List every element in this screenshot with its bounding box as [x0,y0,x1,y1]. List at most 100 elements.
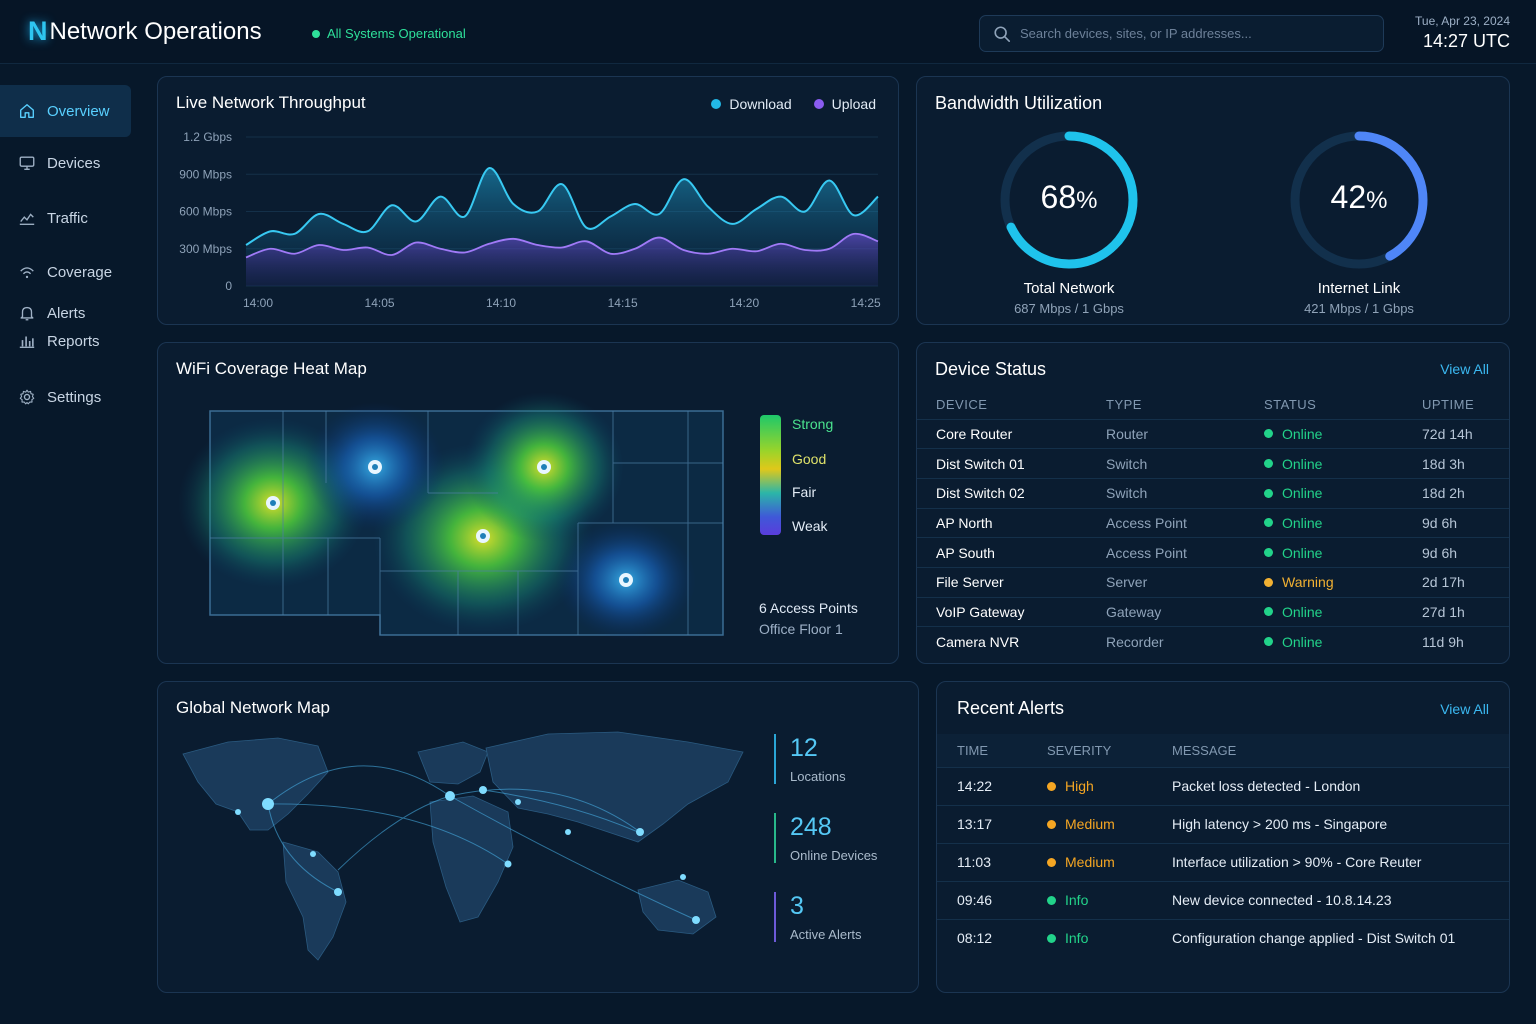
column-header-time[interactable]: TIME [937,734,1047,767]
sidebar-item-coverage[interactable]: Coverage [0,263,131,281]
alert-severity: High [1047,766,1172,805]
brand[interactable]: N Network Operations [28,16,262,47]
datetime: Tue, Apr 23, 2024 14:27 UTC [1415,14,1510,52]
access-point-icon[interactable] [266,496,280,510]
location-marker-icon[interactable] [262,798,274,810]
location-marker-icon[interactable] [445,791,455,801]
alert-time: 13:17 [937,804,1047,843]
access-point-icon[interactable] [476,529,490,543]
severity-dot-icon [1047,781,1056,791]
location-marker-icon[interactable] [479,786,487,794]
gauge-value-total: 68% [1040,179,1098,215]
search-input[interactable] [1020,16,1375,51]
location-marker-icon[interactable] [310,851,316,857]
severity-dot-icon [1047,895,1056,905]
sidebar-item-label: Traffic [47,209,88,227]
table-row[interactable]: Core Router Router Online 72d 14h [917,418,1509,449]
system-status: All Systems Operational [312,26,466,41]
device-type: Server [1106,566,1264,598]
sidebar-item-devices[interactable]: Devices [0,154,131,172]
location-marker-icon[interactable] [515,799,521,805]
location-marker-icon[interactable] [334,888,342,896]
location-marker-icon[interactable] [636,828,644,836]
upload-series-line [245,232,879,259]
column-header-uptime[interactable]: UPTIME [1422,397,1475,413]
severity-dot-icon [1047,857,1056,867]
search-box[interactable] [979,15,1384,52]
gauge-fill-total-network [1000,131,1138,269]
legend-label: Upload [831,96,876,112]
device-uptime: 27d 1h [1422,596,1509,627]
device-uptime: 9d 6h [1422,507,1509,538]
status-dot-icon [312,29,320,38]
access-point-icon[interactable] [619,573,633,587]
alert-message: Packet loss detected - London [1172,766,1509,805]
legend-strong: Strong [792,416,834,432]
column-header-message[interactable]: MESSAGE [1172,734,1509,767]
home-icon [20,104,34,118]
column-header-status[interactable]: STATUS [1264,397,1317,413]
sidebar-item-overview[interactable]: Overview [0,85,131,137]
status-text: Warning [1282,574,1334,591]
alert-time: 11:03 [937,842,1047,881]
top-bar: N Network Operations All Systems Operati… [0,0,1536,64]
device-name: Dist Switch 01 [917,448,1106,479]
table-row[interactable]: Dist Switch 02 Switch Online 18d 2h [917,477,1509,509]
legend-item-download[interactable]: Download [711,96,792,112]
status-text: Online [1282,485,1323,502]
column-header-severity[interactable]: SEVERITY [1047,734,1172,767]
alert-message: High latency > 200 ms - Singapore [1172,804,1509,843]
sidebar-item-reports[interactable]: Reports [0,332,131,350]
bandwidth-title: Bandwidth Utilization [935,93,1103,113]
status-dot-icon [1264,548,1273,558]
sidebar-item-settings[interactable]: Settings [0,388,131,406]
location-marker-icon[interactable] [235,809,241,815]
devices-view-all-link[interactable]: View All [1440,361,1489,377]
location-markers [235,786,700,924]
sidebar-item-traffic[interactable]: Traffic [0,209,131,227]
throughput-chart: 0 300 Mbps 600 Mbps 900 Mbps 1.2 Gbps 14:00 1… [179,130,881,310]
device-status: Online [1264,507,1422,538]
chart-line-icon [19,213,35,225]
status-dot-icon [1264,488,1273,498]
access-point-icon[interactable] [368,460,382,474]
location-marker-icon[interactable] [680,874,686,880]
alert-severity: Medium [1047,804,1172,843]
table-row[interactable]: File Server Server Warning 2d 17h [917,566,1509,598]
table-row[interactable]: AP South Access Point Online 9d 6h [917,537,1509,568]
location-marker-icon[interactable] [565,829,571,835]
location-marker-icon[interactable] [692,916,700,924]
table-row[interactable]: VoIP Gateway Gateway Online 27d 1h [917,596,1509,627]
column-header-device[interactable]: DEVICE [936,397,988,413]
table-row[interactable]: 11:03 Medium Interface utilization > 90% -… [937,842,1509,881]
device-status-card: Device Status View All DEVICE TYPE STATU… [916,342,1510,664]
alert-severity: Info [1047,918,1172,957]
brand-logo: N [28,16,48,46]
current-time: 14:27 UTC [1422,31,1510,51]
table-row[interactable]: 09:46 Info New device connected - 10.8.14.… [937,880,1509,919]
legend-fair: Fair [792,484,817,500]
device-uptime: 18d 3h [1422,448,1509,479]
device-status: Warning [1264,566,1422,598]
table-row[interactable]: 14:22 High Packet loss detected - London [937,766,1509,805]
location-marker-icon[interactable] [504,860,512,868]
table-row[interactable]: 13:17 Medium High latency > 200 ms - Singa… [937,804,1509,843]
table-row[interactable]: 08:12 Info Configuration change applied - … [937,918,1509,957]
gauge-sub-internet: 421 Mbps / 1 Gbps [1304,301,1414,316]
access-point-icon[interactable] [537,460,551,474]
column-header-type[interactable]: TYPE [1106,397,1142,413]
table-row[interactable]: Camera NVR Recorder Online 11d 9h [917,626,1509,657]
table-header-row: DEVICE TYPE STATUS UPTIME [917,391,1509,419]
table-row[interactable]: AP North Access Point Online 9d 6h [917,507,1509,538]
y-tick-label: 600 Mbps [179,205,232,219]
table-row[interactable]: Dist Switch 01 Switch Online 18d 3h [917,448,1509,479]
sidebar-item-alerts[interactable]: Alerts [0,304,131,322]
global-map-title: Global Network Map [176,698,331,717]
floor-walls [210,411,723,635]
alerts-view-all-link[interactable]: View All [1440,701,1489,717]
status-dot-icon [1264,459,1273,469]
severity-text: Medium [1065,854,1115,870]
legend-item-upload[interactable]: Upload [813,96,876,112]
stat-active-alerts: 3 Active Alerts [774,892,862,942]
monitor-icon [19,156,35,170]
